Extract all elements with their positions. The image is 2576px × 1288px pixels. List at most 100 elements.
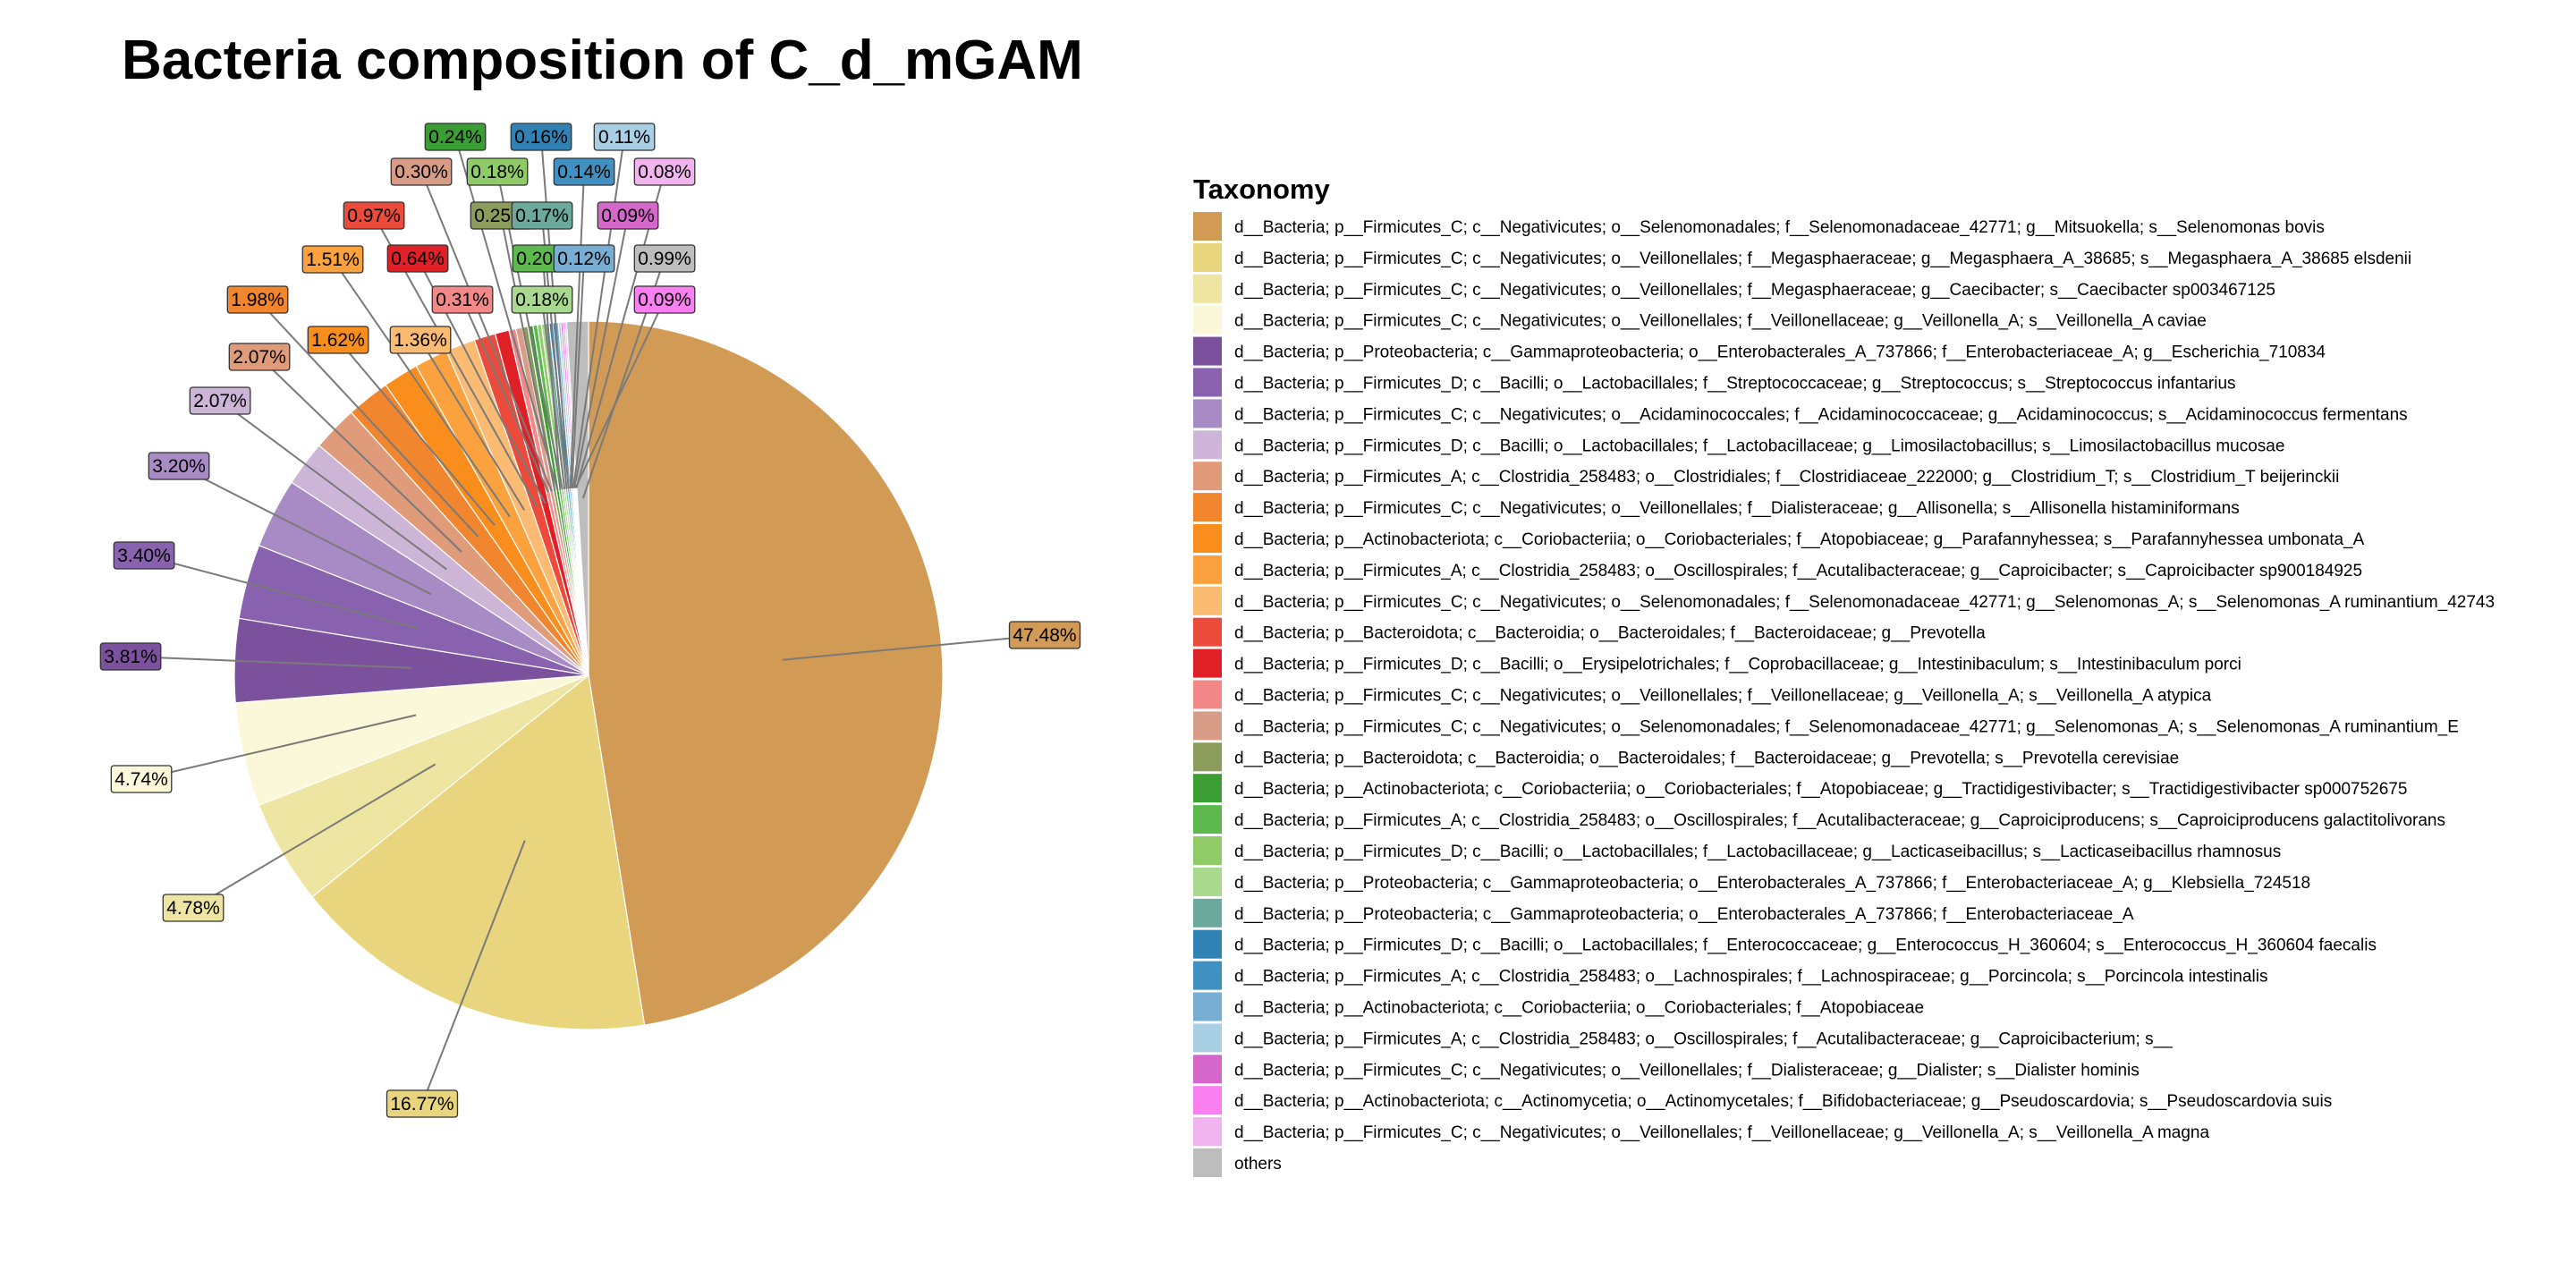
- legend-item-22: d__Bacteria; p__Proteobacteria; c__Gamma…: [1193, 867, 2310, 896]
- legend-swatch: [1193, 680, 1222, 709]
- legend-label: d__Bacteria; p__Firmicutes_A; c__Clostri…: [1234, 1030, 2173, 1048]
- pie-label-5: 3.81%: [99, 642, 162, 671]
- leader-line-26: [571, 258, 585, 489]
- pie-label-3: 4.78%: [162, 894, 225, 922]
- legend-item-2: d__Bacteria; p__Firmicutes_C; c__Negativ…: [1193, 242, 2411, 272]
- legend-label: d__Bacteria; p__Firmicutes_D; c__Bacilli…: [1234, 656, 2241, 674]
- legend-label: d__Bacteria; p__Firmicutes_C; c__Negativ…: [1234, 250, 2411, 268]
- leader-line-27: [572, 136, 625, 488]
- legend-item-26: d__Bacteria; p__Actinobacteriota; c__Cor…: [1193, 992, 1924, 1021]
- legend-swatch: [1193, 711, 1222, 741]
- legend-swatch: [1193, 368, 1222, 397]
- legend-item-28: d__Bacteria; p__Firmicutes_C; c__Negativ…: [1193, 1055, 2140, 1084]
- pie-label-text: 0.09%: [601, 206, 655, 226]
- pie-label-text: 0.12%: [557, 249, 611, 269]
- legend-item-25: d__Bacteria; p__Firmicutes_A; c__Clostri…: [1193, 961, 2267, 990]
- legend-swatch: [1193, 774, 1222, 803]
- pie-label-text: 4.78%: [166, 898, 220, 919]
- pie-label-30: 0.08%: [633, 157, 696, 186]
- pie-label-text: 0.24%: [428, 127, 482, 148]
- leader-line-10: [257, 299, 479, 538]
- legend-label: d__Bacteria; p__Actinobacteriota; c__Act…: [1234, 1092, 2332, 1111]
- legend-swatch: [1193, 212, 1222, 241]
- legend-label: d__Bacteria; p__Proteobacteria; c__Gamma…: [1234, 874, 2310, 893]
- pie-label-box: [228, 343, 291, 371]
- legend-label: d__Bacteria; p__Firmicutes_C; c__Negativ…: [1234, 1123, 2209, 1142]
- legend-label: d__Bacteria; p__Firmicutes_A; c__Clostri…: [1234, 811, 2445, 830]
- pie-label-text: 3.81%: [104, 647, 157, 667]
- pie-label-box: [390, 157, 453, 186]
- legend-item-30: d__Bacteria; p__Firmicutes_C; c__Negativ…: [1193, 1117, 2209, 1147]
- pie-label-17: 0.30%: [390, 157, 453, 186]
- legend-item-5: d__Bacteria; p__Proteobacteria; c__Gamma…: [1193, 336, 2326, 366]
- legend-label: d__Bacteria; p__Firmicutes_C; c__Negativ…: [1234, 593, 2495, 612]
- legend-swatch: [1193, 274, 1222, 303]
- pie-label-box: [386, 244, 449, 273]
- legend-swatch: [1193, 1148, 1222, 1177]
- legend-label: d__Bacteria; p__Firmicutes_A; c__Clostri…: [1234, 468, 2339, 487]
- leader-line-12: [332, 258, 511, 518]
- pie-slice-1: [588, 320, 944, 1026]
- legend-item-23: d__Bacteria; p__Proteobacteria; c__Gamma…: [1193, 898, 2134, 928]
- pie-label-27: 0.11%: [593, 123, 656, 151]
- pie-label-box: [301, 245, 364, 274]
- legend-swatch: [1193, 1055, 1222, 1084]
- legend-swatch: [1193, 929, 1222, 959]
- legend-label: d__Bacteria; p__Firmicutes_A; c__Clostri…: [1234, 562, 2362, 580]
- pie-label-box: [510, 123, 572, 151]
- legend-label: d__Bacteria; p__Proteobacteria; c__Gamma…: [1234, 343, 2326, 362]
- legend-label: d__Bacteria; p__Firmicutes_C; c__Negativ…: [1234, 717, 2459, 736]
- pie-label-text: 4.74%: [114, 769, 168, 790]
- pie-label-text: 3.40%: [117, 546, 171, 566]
- pie-label-box: [189, 386, 251, 415]
- legend-item-7: d__Bacteria; p__Firmicutes_C; c__Negativ…: [1193, 399, 2408, 428]
- legend-item-31: others: [1193, 1148, 1282, 1177]
- legend-swatch: [1193, 462, 1222, 491]
- legend-swatch: [1193, 399, 1222, 428]
- leader-line-18: [500, 215, 556, 491]
- leader-line-4: [140, 714, 417, 780]
- pie-label-box: [424, 123, 487, 151]
- pie-label-23: 0.17%: [511, 201, 573, 230]
- pie-label-text: 1.51%: [306, 250, 360, 270]
- leader-line-3: [192, 763, 436, 909]
- pie-label-text: 0.16%: [514, 127, 568, 148]
- legend-title: Taxonomy: [1193, 174, 1330, 205]
- legend-item-13: d__Bacteria; p__Firmicutes_C; c__Negativ…: [1193, 586, 2495, 615]
- leader-line-25: [569, 171, 585, 489]
- legend-label: d__Bacteria; p__Actinobacteriota; c__Cor…: [1234, 530, 2365, 549]
- legend-swatch: [1193, 805, 1222, 835]
- legend-item-17: d__Bacteria; p__Firmicutes_C; c__Negativ…: [1193, 711, 2459, 741]
- pie-label-text: 0.11%: [598, 127, 650, 148]
- pie-label-text: 3.20%: [152, 456, 206, 477]
- legend-swatch: [1193, 992, 1222, 1021]
- pie-label-text: 0.08%: [638, 162, 691, 182]
- pie-label-15: 0.64%: [386, 244, 449, 273]
- leader-line-19: [454, 136, 559, 491]
- legend-label: d__Bacteria; p__Firmicutes_C; c__Negativ…: [1234, 405, 2408, 424]
- legend-label: d__Bacteria; p__Firmicutes_D; c__Bacilli…: [1234, 436, 2284, 455]
- legend-label: d__Bacteria; p__Bacteroidota; c__Bactero…: [1234, 624, 1986, 643]
- leader-line-9: [258, 356, 462, 553]
- legend-item-12: d__Bacteria; p__Firmicutes_A; c__Clostri…: [1193, 555, 2362, 584]
- legend-label: d__Bacteria; p__Firmicutes_C; c__Negativ…: [1234, 312, 2207, 331]
- pie-label-text: 0.09%: [638, 290, 691, 310]
- pie-label-16: 0.31%: [431, 285, 494, 314]
- pie-label-text: 0.30%: [394, 162, 448, 182]
- pie-label-4: 4.74%: [110, 765, 173, 793]
- leader-line-8: [219, 400, 447, 571]
- leader-line-22: [541, 299, 566, 489]
- legend-item-20: d__Bacteria; p__Firmicutes_A; c__Clostri…: [1193, 805, 2445, 835]
- pie-label-25: 0.14%: [553, 157, 615, 186]
- legend-label: d__Bacteria; p__Firmicutes_C; c__Negativ…: [1234, 687, 2212, 706]
- pie-slices: [233, 320, 944, 1030]
- pie-label-text: 0.97%: [347, 206, 401, 226]
- pie-label-box: [110, 765, 173, 793]
- pie-label-box: [99, 642, 162, 671]
- legend-swatch: [1193, 493, 1222, 522]
- pie-label-22: 0.18%: [511, 285, 573, 314]
- legend-label: d__Bacteria; p__Firmicutes_D; c__Bacilli…: [1234, 375, 2236, 394]
- legend-item-8: d__Bacteria; p__Firmicutes_D; c__Bacilli…: [1193, 430, 2284, 460]
- pie-label-6: 3.40%: [113, 541, 175, 570]
